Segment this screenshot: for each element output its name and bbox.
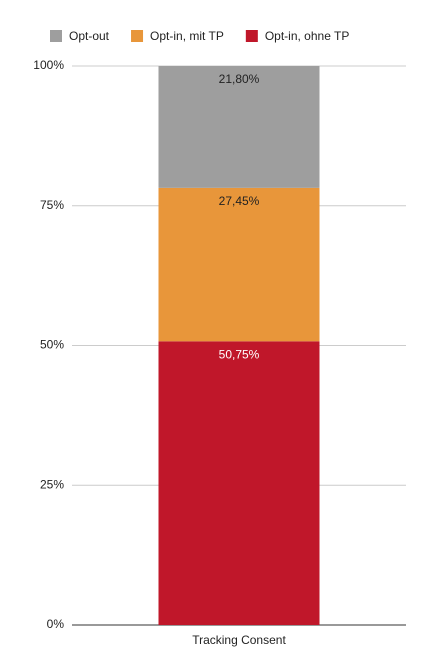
legend-swatch	[245, 30, 258, 42]
legend-label: Opt-in, ohne TP	[265, 29, 350, 43]
bar-segment	[158, 187, 320, 342]
x-tick-label: Tracking Consent	[192, 633, 286, 647]
y-tick-label: 25%	[40, 477, 64, 491]
y-tick-label: 0%	[47, 617, 65, 631]
legend-swatch	[50, 30, 62, 42]
data-label: 50,75%	[219, 347, 260, 361]
y-tick-label: 100%	[33, 58, 64, 72]
bar-segment	[158, 341, 320, 625]
data-label: 21,80%	[219, 72, 260, 86]
y-tick-label: 75%	[40, 198, 64, 212]
y-tick-label: 50%	[40, 338, 64, 352]
legend-label: Opt-in, mit TP	[150, 29, 224, 43]
legend-label: Opt-out	[69, 29, 110, 43]
data-label: 27,45%	[219, 194, 260, 208]
legend-swatch	[131, 30, 144, 42]
bar-segment	[158, 66, 320, 188]
